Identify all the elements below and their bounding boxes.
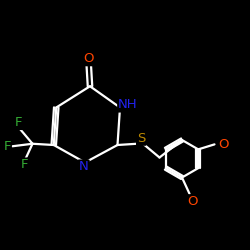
Text: O: O (218, 138, 228, 151)
Text: NH: NH (118, 98, 138, 112)
Text: O: O (84, 52, 94, 65)
Text: S: S (137, 132, 145, 145)
Text: N: N (79, 160, 88, 173)
Text: F: F (21, 158, 29, 172)
Text: F: F (3, 140, 11, 153)
Text: F: F (15, 116, 22, 129)
Text: O: O (187, 195, 198, 208)
